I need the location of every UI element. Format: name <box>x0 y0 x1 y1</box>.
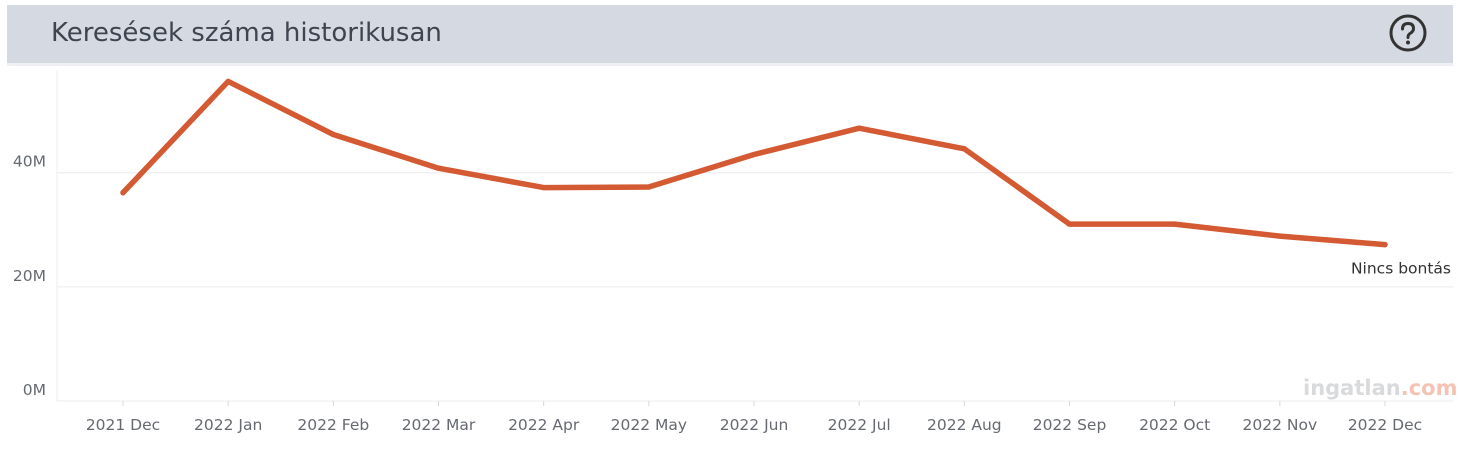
y-tick-label: 40M <box>13 153 46 171</box>
data-point <box>856 125 862 131</box>
x-tick-label: 2022 Mar <box>402 416 476 434</box>
series-line <box>120 78 1388 248</box>
question-circle-icon[interactable] <box>1389 14 1427 52</box>
x-tick-label: 2021 Dec <box>86 416 160 434</box>
chart-header: Keresések száma historikusan <box>7 5 1453 63</box>
x-tick-label: 2022 Feb <box>297 416 369 434</box>
watermark-tld: .com <box>1401 376 1458 400</box>
x-tick-label: 2022 Oct <box>1139 416 1210 434</box>
y-tick-label: 0M <box>23 381 46 399</box>
x-tick-label: 2022 Sep <box>1033 416 1107 434</box>
data-point <box>1172 221 1178 227</box>
series-layer <box>120 78 1388 248</box>
watermark-brand: ingatlan.com <box>1303 376 1457 400</box>
x-tick-label: 2022 May <box>611 416 687 434</box>
axis-layer <box>56 70 1453 406</box>
label-layer: 0M 20M 40M 2021 Dec 2022 Jan 2022 Feb 2022 Mar… <box>13 153 1451 434</box>
header-divider <box>7 63 1453 66</box>
data-point <box>1382 242 1388 248</box>
x-tick-label: 2022 Jun <box>720 416 789 434</box>
data-point <box>1277 233 1283 239</box>
grid-layer <box>57 172 1453 288</box>
series-end-label: Nincs bontás <box>1351 260 1451 278</box>
data-point <box>751 151 757 158</box>
x-tick-label: 2022 Nov <box>1243 416 1318 434</box>
chart-title: Keresések száma historikusan <box>51 18 442 48</box>
x-tick-label: 2022 Dec <box>1348 416 1422 434</box>
data-point <box>330 131 336 138</box>
data-point <box>646 184 652 190</box>
watermark: ingatlan.com <box>1303 376 1457 400</box>
data-point <box>225 78 231 85</box>
x-tick-label: 2022 Apr <box>508 416 580 434</box>
data-point <box>961 146 967 152</box>
data-point <box>541 184 547 191</box>
data-point <box>435 165 442 171</box>
y-tick-label: 20M <box>13 267 46 285</box>
x-tick-label: 2022 Aug <box>927 416 1002 434</box>
data-point <box>120 190 126 196</box>
x-tick-label: 2022 Jul <box>828 416 891 434</box>
data-point <box>1066 221 1073 227</box>
x-tick-label: 2022 Jan <box>194 416 262 434</box>
